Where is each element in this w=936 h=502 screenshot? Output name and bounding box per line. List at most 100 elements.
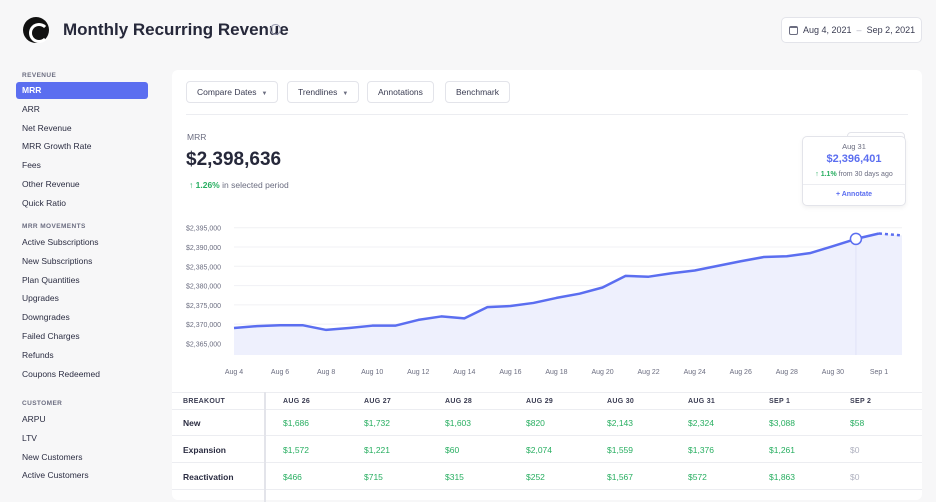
table-cell: $1,732 bbox=[364, 418, 390, 428]
arrow-up-icon: ↑ bbox=[189, 180, 194, 190]
x-tick-label: Aug 26 bbox=[730, 369, 752, 376]
chevron-down-icon: ▼ bbox=[342, 91, 349, 97]
x-tick-label: Aug 18 bbox=[545, 369, 567, 376]
x-tick-label: Aug 24 bbox=[684, 369, 706, 376]
metric-value: $2,398,636 bbox=[186, 149, 282, 170]
compare-dates-label: Compare Dates bbox=[197, 87, 257, 97]
main-card: Compare Dates ▼ Trendlines ▼ Annotations B… bbox=[172, 70, 922, 502]
table-cell: $1,221 bbox=[364, 445, 390, 455]
chart-area-fill bbox=[234, 233, 902, 355]
sidebar-item-net-revenue[interactable]: Net Revenue bbox=[22, 122, 72, 133]
sidebar-item-ltv[interactable]: LTV bbox=[22, 432, 37, 443]
x-tick-label: Aug 22 bbox=[638, 369, 660, 376]
metric-change-pct: 1.26% bbox=[195, 180, 220, 190]
metric-change: ↑ 1.26% in selected period bbox=[189, 180, 289, 190]
sidebar-heading: MRR MOVEMENTS bbox=[22, 223, 86, 230]
column-header[interactable]: AUG 27 bbox=[364, 398, 392, 405]
y-tick-label: $2,375,000 bbox=[186, 303, 221, 310]
trendlines-label: Trendlines bbox=[298, 87, 338, 97]
column-header[interactable]: AUG 28 bbox=[445, 398, 473, 405]
table-cell: $1,603 bbox=[445, 418, 471, 428]
trendlines-button[interactable]: Trendlines ▼ bbox=[287, 81, 360, 103]
column-header[interactable]: AUG 30 bbox=[607, 398, 635, 405]
table-cell: $1,863 bbox=[769, 472, 795, 482]
info-icon[interactable]: i bbox=[270, 24, 281, 35]
mrr-chart[interactable]: $2,395,000 $2,390,000 $2,385,000 $2,380,000… bbox=[172, 70, 922, 390]
sidebar-item-arr[interactable]: ARR bbox=[22, 103, 40, 114]
date-end: Sep 2, 2021 bbox=[866, 25, 916, 35]
sidebar-item-other-revenue[interactable]: Other Revenue bbox=[22, 179, 80, 189]
table-cell: $820 bbox=[526, 418, 545, 428]
table-cell: $1,572 bbox=[283, 445, 309, 455]
x-tick-label: Aug 20 bbox=[591, 369, 613, 376]
column-header[interactable]: AUG 29 bbox=[526, 398, 554, 405]
table-row[interactable]: Expansion $1,572 $1,221 $60 $2,074 $1,559 $1,3… bbox=[172, 437, 922, 463]
projected-series-line bbox=[878, 232, 903, 237]
compare-dates-button[interactable]: Compare Dates ▼ bbox=[186, 81, 279, 103]
date-start: Aug 4, 2021 bbox=[803, 25, 852, 35]
sidebar-item-downgrades[interactable]: Downgrades bbox=[22, 312, 70, 323]
x-tick-label: Sep 1 bbox=[870, 369, 888, 376]
sidebar-item-new-subscriptions[interactable]: New Subscriptions bbox=[22, 255, 93, 266]
table-cell: $1,559 bbox=[607, 445, 633, 455]
table-cell: $2,074 bbox=[526, 445, 552, 455]
x-tick-label: Aug 14 bbox=[453, 369, 475, 376]
sidebar-item-new-customers[interactable]: New Customers bbox=[22, 451, 83, 462]
x-tick-label: Aug 10 bbox=[361, 369, 383, 376]
table-row[interactable]: Reactivation $466 $715 $315 $252 $1,567 $572 $1… bbox=[172, 464, 922, 490]
table-cell: $3,088 bbox=[769, 418, 795, 428]
x-tick-label: Aug 30 bbox=[822, 369, 844, 376]
toolbar-divider bbox=[186, 114, 908, 115]
x-tick-label: Aug 6 bbox=[271, 369, 289, 376]
metric-label: MRR bbox=[187, 132, 207, 142]
sidebar-item-active-customers[interactable]: Active Customers bbox=[22, 470, 89, 481]
x-tick-label: Aug 8 bbox=[317, 369, 335, 376]
table-cell: $1,261 bbox=[769, 445, 795, 455]
table-cell: $572 bbox=[688, 472, 707, 482]
mrr-series-line[interactable] bbox=[233, 232, 880, 332]
column-header[interactable]: SEP 2 bbox=[850, 398, 872, 405]
table-cell: $2,143 bbox=[607, 418, 633, 428]
row-label: Reactivation bbox=[183, 472, 234, 482]
y-tick-label: $2,395,000 bbox=[186, 226, 221, 233]
table-column-divider bbox=[264, 392, 266, 502]
benchmark-button[interactable]: Benchmark bbox=[445, 81, 510, 103]
x-tick-label: Aug 16 bbox=[499, 369, 521, 376]
sidebar-item-failed-charges[interactable]: Failed Charges bbox=[22, 331, 80, 341]
table-cell: $252 bbox=[526, 472, 545, 482]
column-header[interactable]: SEP 1 bbox=[769, 398, 791, 405]
benchmark-label: Benchmark bbox=[456, 87, 499, 97]
table-cell: $60 bbox=[445, 445, 460, 455]
x-tick-label: Aug 28 bbox=[776, 369, 798, 376]
sidebar-item-mrr-growth-rate[interactable]: MRR Growth Rate bbox=[22, 141, 92, 152]
highlight-point[interactable] bbox=[849, 232, 863, 246]
sidebar-item-arpu[interactable]: ARPU bbox=[22, 414, 46, 424]
logo-icon[interactable] bbox=[23, 17, 49, 43]
sidebar-item-mrr[interactable]: MRR bbox=[16, 82, 148, 99]
y-tick-label: $2,370,000 bbox=[186, 322, 221, 329]
y-tick-label: $2,380,000 bbox=[186, 284, 221, 291]
sidebar-item-fees[interactable]: Fees bbox=[22, 160, 41, 171]
tooltip-divider bbox=[803, 184, 905, 185]
table-cell: $1,686 bbox=[283, 418, 309, 428]
column-header[interactable]: AUG 31 bbox=[688, 398, 716, 405]
table-cell: $0 bbox=[850, 445, 860, 455]
table-cell: $715 bbox=[364, 472, 383, 482]
tooltip-value: $2,396,401 bbox=[826, 153, 882, 165]
sidebar-item-coupons-redeemed[interactable]: Coupons Redeemed bbox=[22, 368, 100, 379]
annotations-label: Annotations bbox=[378, 87, 423, 97]
sidebar-item-upgrades[interactable]: Upgrades bbox=[22, 293, 59, 304]
annotations-button[interactable]: Annotations bbox=[367, 81, 434, 103]
table-cell: $466 bbox=[283, 472, 302, 482]
sidebar-item-quick-ratio[interactable]: Quick Ratio bbox=[22, 197, 66, 208]
sidebar-item-plan-quantities[interactable]: Plan Quantities bbox=[22, 274, 80, 285]
sidebar-item-refunds[interactable]: Refunds bbox=[22, 349, 54, 360]
column-header[interactable]: BREAKOUT bbox=[183, 398, 226, 405]
annotate-button[interactable]: + Annotate bbox=[835, 191, 873, 198]
date-range-picker[interactable]: Aug 4, 2021 – Sep 2, 2021 bbox=[781, 17, 922, 43]
sidebar-item-active-subscriptions[interactable]: Active Subscriptions bbox=[22, 237, 99, 247]
y-tick-label: $2,390,000 bbox=[186, 245, 221, 252]
column-header[interactable]: AUG 26 bbox=[283, 398, 311, 405]
table-cell: $1,376 bbox=[688, 445, 714, 455]
table-row[interactable]: New $1,686 $1,732 $1,603 $820 $2,143 $2,324 $3,… bbox=[172, 410, 922, 436]
